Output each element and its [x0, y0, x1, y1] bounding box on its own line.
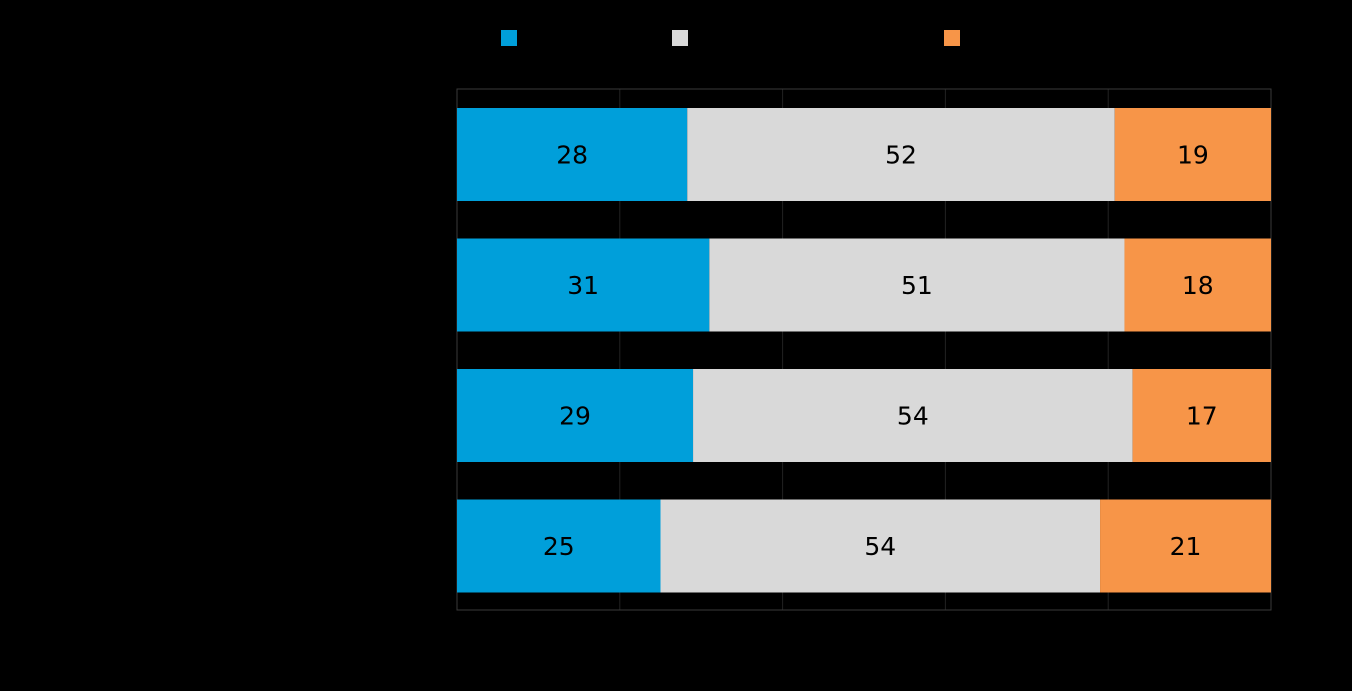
data-label: 18	[1182, 271, 1214, 300]
bar-segment-row4-series3	[1100, 499, 1271, 593]
data-label: 19	[1177, 141, 1209, 170]
bar-segment-row4-series1	[457, 499, 661, 593]
bar-segment-row1-series1	[457, 108, 688, 201]
data-label: 51	[901, 271, 933, 300]
data-label: 52	[885, 141, 917, 170]
data-label: 28	[556, 141, 588, 170]
data-label: 31	[567, 271, 599, 300]
bars	[457, 108, 1271, 593]
bar-segment-row1-series2	[687, 108, 1115, 201]
bar-segment-row2-series2	[709, 238, 1125, 332]
bar-segment-row2-series1	[457, 238, 710, 332]
bar-segment-row3-series2	[693, 369, 1133, 462]
data-label: 21	[1170, 532, 1202, 561]
data-label: 17	[1186, 402, 1218, 431]
data-labels: 28 52 19 31 51 18 29 54 17 25 54 21	[543, 141, 1218, 562]
legend	[501, 30, 960, 46]
data-label: 54	[897, 402, 929, 431]
bar-segment-row3-series3	[1132, 369, 1271, 462]
legend-swatch	[944, 30, 960, 46]
legend-swatch	[501, 30, 517, 46]
bar-segment-row3-series1	[457, 369, 694, 462]
data-label: 29	[559, 402, 591, 431]
bar-segment-row1-series3	[1114, 108, 1271, 201]
bar-segment-row2-series3	[1124, 238, 1271, 332]
legend-swatch	[672, 30, 688, 46]
data-label: 25	[543, 532, 575, 561]
bar-segment-row4-series2	[660, 499, 1101, 593]
data-label: 54	[864, 532, 896, 561]
plot-frame	[456, 88, 1272, 611]
